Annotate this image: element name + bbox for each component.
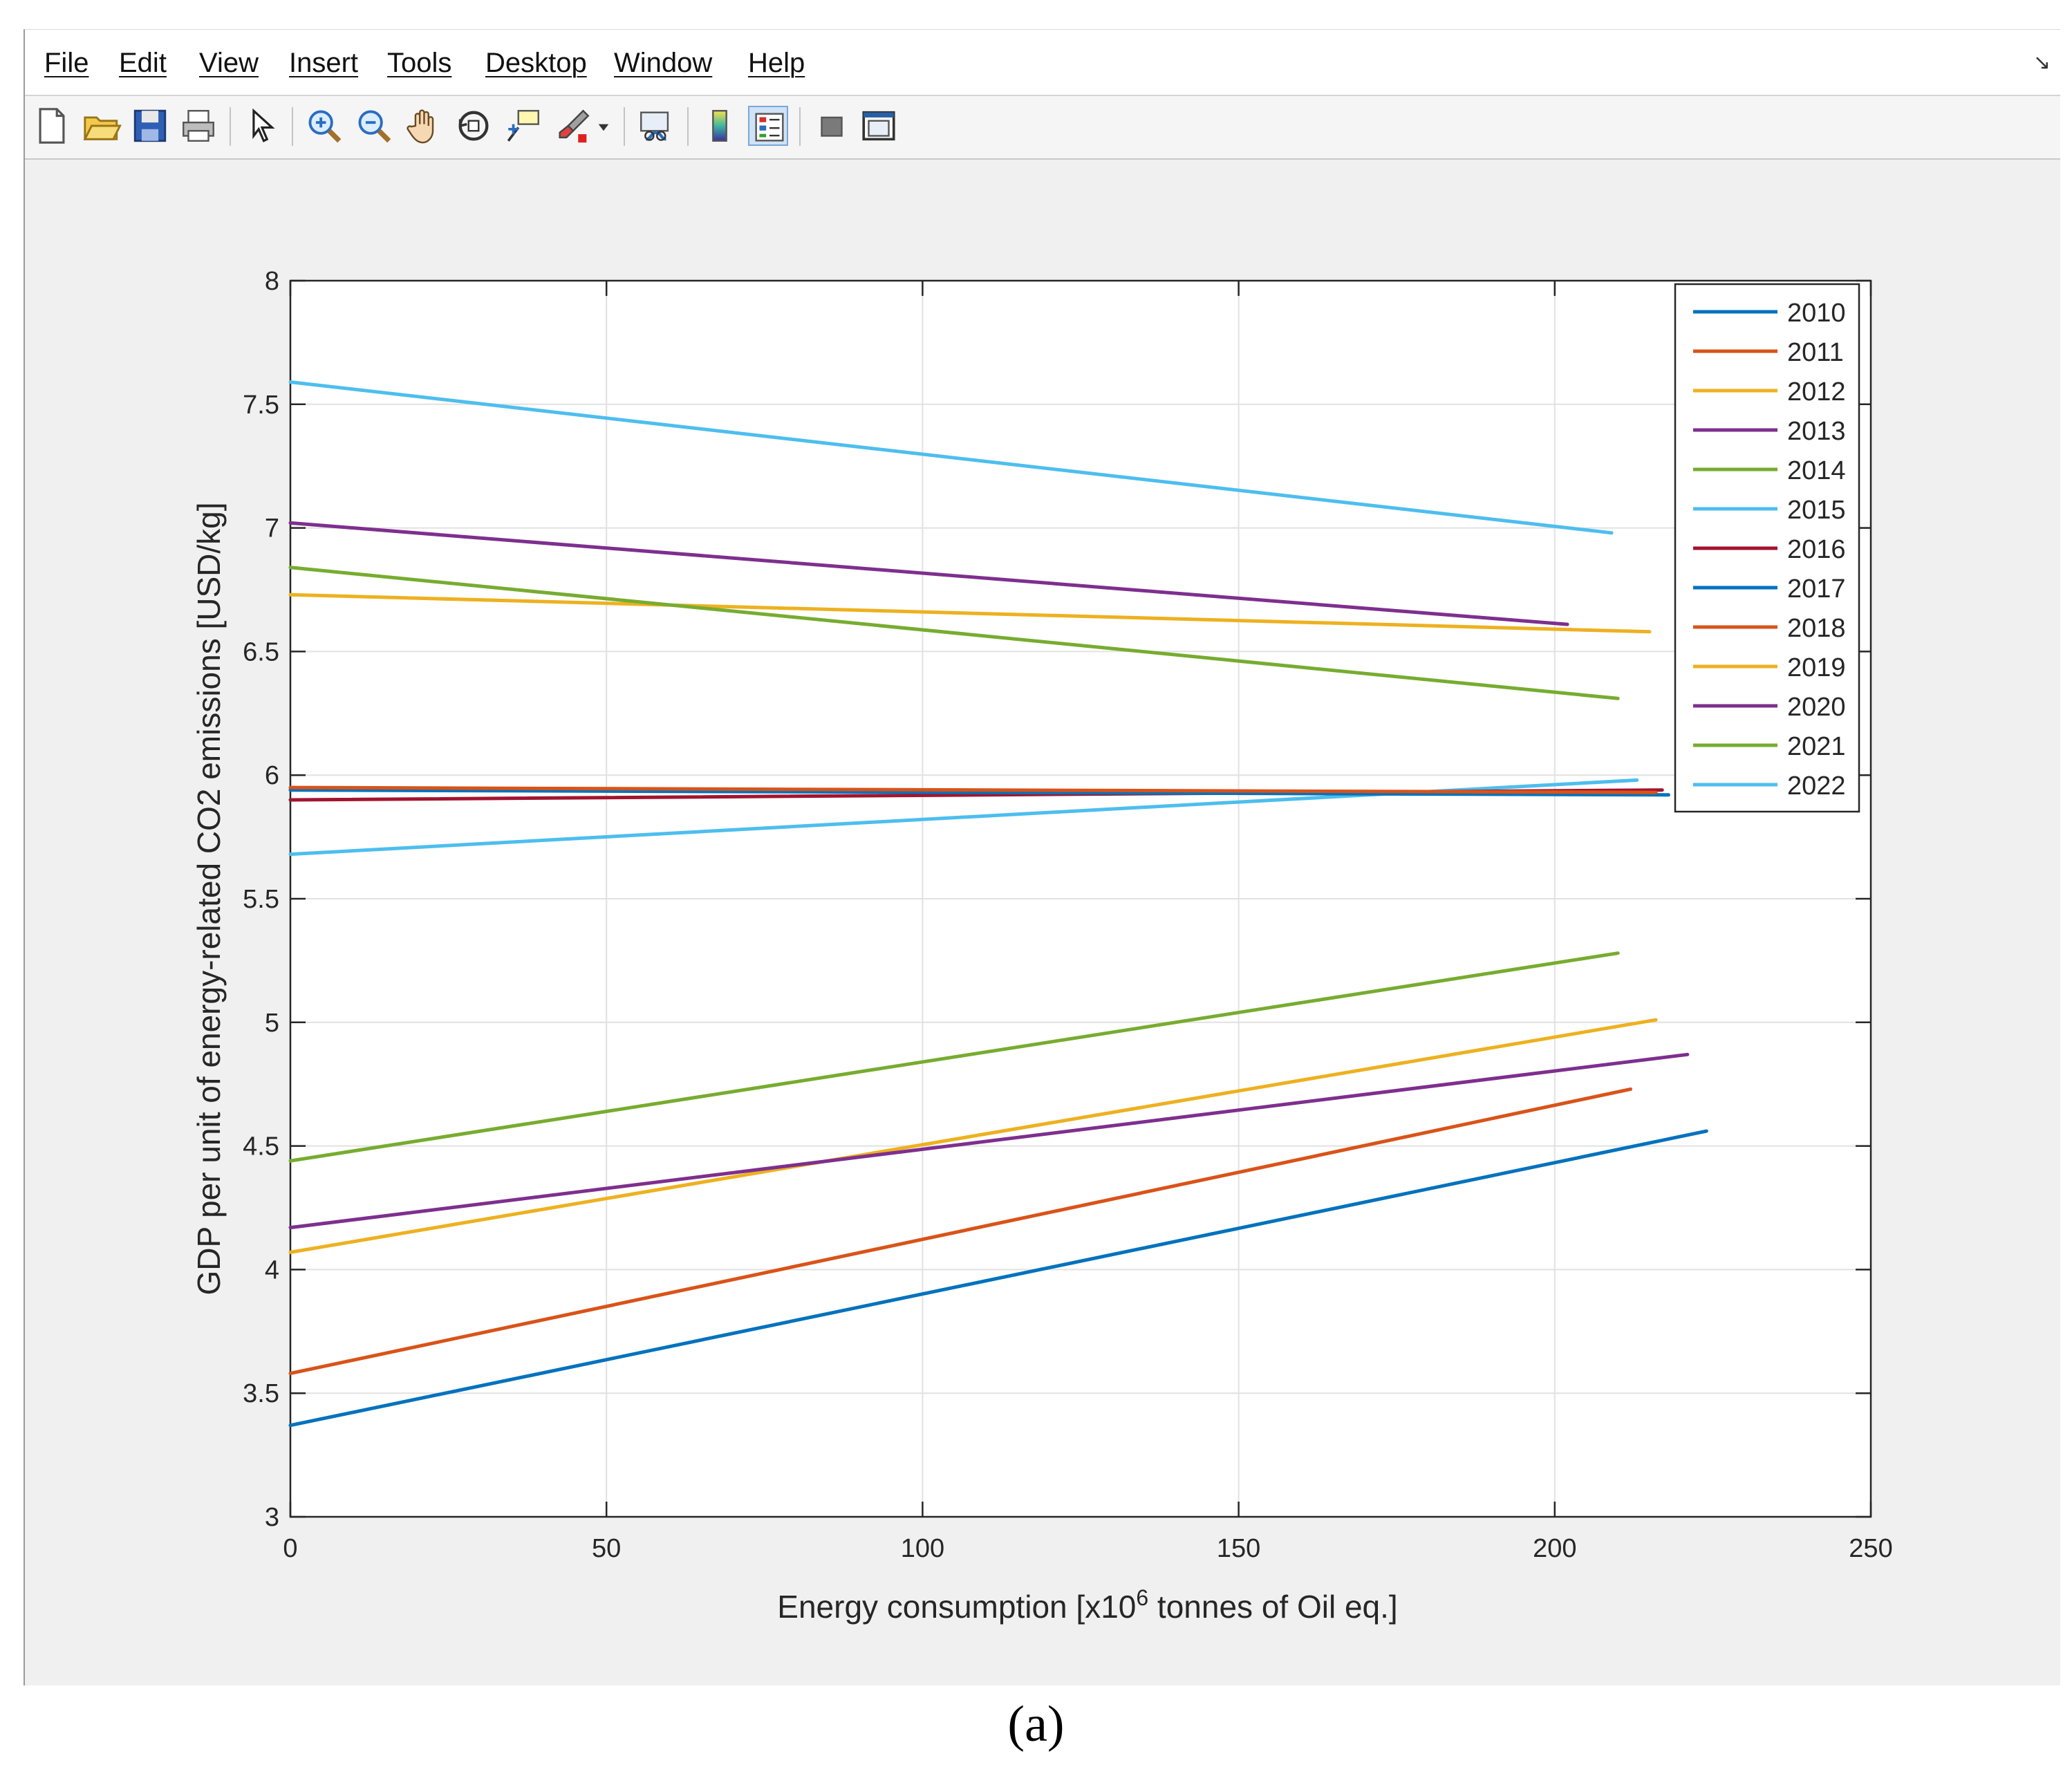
series-line-2011 — [288, 1087, 1632, 1376]
legend-entry: 2014 — [1787, 456, 1846, 485]
link-plot-icon[interactable] — [636, 106, 676, 146]
y-axis-label: GDP per unit of energy-related CO2 emiss… — [191, 502, 227, 1295]
zoom-out-icon[interactable] — [354, 106, 394, 146]
x-tick-label: 150 — [1217, 1534, 1260, 1563]
series-line-2013 — [288, 1052, 1690, 1230]
series-line-2022 — [288, 380, 1614, 535]
menu-help[interactable]: Help — [748, 48, 805, 78]
menu-tools[interactable]: Tools — [387, 48, 452, 78]
legend-icon[interactable] — [748, 106, 788, 146]
legend-entry: 2021 — [1787, 732, 1846, 761]
legend-entry: 2022 — [1787, 772, 1846, 801]
y-tick-label: 4.5 — [243, 1132, 279, 1161]
x-tick-label: 200 — [1533, 1534, 1576, 1563]
x-axis-label: Energy consumption [x106 tonnes of Oil e… — [777, 1585, 1397, 1625]
menu-file[interactable]: File — [44, 48, 89, 78]
legend-entry: 2019 — [1787, 653, 1846, 682]
open-file-icon[interactable] — [82, 106, 122, 146]
x-tick-label: 0 — [283, 1534, 297, 1563]
brush-icon[interactable] — [553, 106, 593, 146]
y-tick-label: 8 — [265, 267, 279, 296]
legend-entry: 2015 — [1787, 496, 1846, 525]
y-tick-label: 3.5 — [243, 1379, 279, 1408]
colorbar-icon[interactable] — [700, 106, 740, 146]
y-tick-label: 7 — [265, 514, 279, 543]
save-icon[interactable] — [130, 106, 170, 146]
y-tick-label: 6.5 — [243, 637, 279, 666]
series-line-2012 — [288, 1018, 1658, 1254]
figure-toolbar — [25, 96, 2060, 160]
legend-entry: 2018 — [1787, 614, 1846, 643]
y-tick-label: 5 — [265, 1009, 279, 1038]
hide-plot-tools-icon[interactable] — [812, 106, 852, 146]
legend-entry: 2010 — [1787, 299, 1846, 328]
legend-entry: 2016 — [1787, 535, 1846, 564]
rotate-3d-icon[interactable] — [454, 106, 494, 146]
series-line-2014 — [288, 951, 1620, 1163]
menu-insert[interactable]: Insert — [289, 48, 359, 78]
series-line-2018 — [288, 785, 1658, 794]
legend-entry: 2020 — [1787, 693, 1846, 722]
pointer-icon[interactable] — [242, 106, 282, 146]
brush-dropdown-icon[interactable] — [593, 106, 614, 146]
menu-edit[interactable]: Edit — [119, 48, 167, 78]
legend-entry: 2011 — [1787, 338, 1844, 367]
y-tick-label: 6 — [265, 761, 279, 790]
y-tick-label: 4 — [265, 1255, 279, 1285]
show-plot-tools-icon[interactable] — [859, 106, 899, 146]
x-tick-label: 100 — [901, 1534, 944, 1563]
menu-bar: File Edit View Insert Tools Desktop Wind… — [25, 30, 2060, 96]
y-tick-label: 5.5 — [243, 885, 279, 914]
series-line-2017 — [288, 788, 1670, 797]
figure-caption: (a) — [1007, 1696, 1065, 1753]
zoom-in-icon[interactable] — [304, 106, 344, 146]
legend-entry: 2013 — [1787, 417, 1846, 446]
print-icon[interactable] — [178, 106, 218, 146]
undock-arrow-icon[interactable]: ↘ — [2033, 51, 2051, 74]
series-line-2019 — [288, 592, 1652, 634]
menu-view[interactable]: View — [199, 48, 259, 78]
menu-window[interactable]: Window — [614, 48, 713, 78]
y-tick-label: 3 — [265, 1503, 279, 1532]
menu-desktop[interactable]: Desktop — [485, 48, 587, 78]
series-line-2010 — [288, 1129, 1708, 1428]
series-line-2020 — [288, 521, 1569, 626]
legend-entry: 2017 — [1787, 575, 1846, 604]
x-tick-label: 50 — [592, 1534, 621, 1563]
legend: 2010 2011 2012 2013 2014 2015 2016 2017 2018 2019… — [1674, 283, 1860, 813]
series-line-2021 — [288, 566, 1620, 700]
new-figure-icon[interactable] — [32, 106, 72, 146]
x-tick-label: 250 — [1849, 1534, 1892, 1563]
data-cursor-icon[interactable] — [503, 106, 543, 146]
y-tick-label: 7.5 — [243, 391, 279, 420]
pan-hand-icon[interactable] — [404, 106, 444, 146]
legend-entry: 2012 — [1787, 377, 1846, 407]
